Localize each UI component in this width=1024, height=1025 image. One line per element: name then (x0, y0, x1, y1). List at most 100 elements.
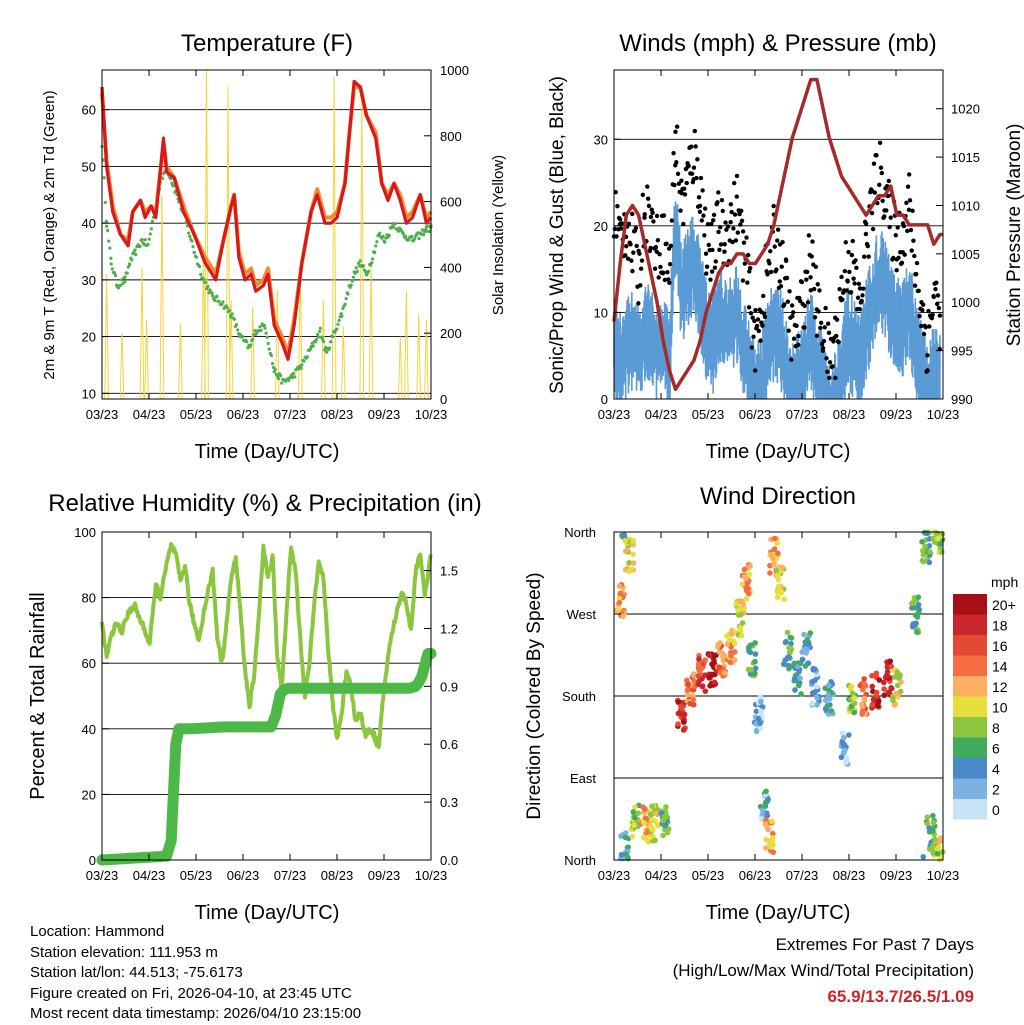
temperature-y-tick-label: 40 (82, 216, 96, 231)
wind-direction-point (811, 666, 818, 672)
wind-gust-point (895, 225, 900, 230)
wind-direction-point (746, 571, 753, 578)
wind-gust-point (906, 172, 912, 177)
wind-direction-point (622, 830, 629, 836)
dewpoint-point (315, 332, 320, 337)
legend-label: 16 (992, 638, 1008, 654)
wind-gust-point (833, 375, 838, 381)
wind-gust-point (716, 190, 721, 195)
wind-direction-point (759, 807, 766, 813)
dewpoint-point (317, 335, 321, 339)
wind-direction-point (640, 819, 647, 826)
temperature-y-tick-label: 50 (82, 159, 96, 174)
wind-gust-point (624, 244, 629, 249)
wind-direction-point (807, 630, 814, 636)
wind-direction-point (632, 804, 638, 810)
wind-direction-point (757, 720, 763, 726)
wind-direction-y-tick-label: East (570, 771, 596, 786)
wind-gust-point (808, 288, 813, 293)
wind-direction-point (625, 855, 631, 862)
wind-direction-point (891, 702, 898, 708)
wind-direction-point (770, 835, 776, 841)
legend-label: 2 (992, 782, 1000, 798)
wind-gust-point (648, 245, 653, 251)
dewpoint-point (138, 244, 142, 248)
humidity-ylabel: Percent & Total Rainfall (27, 592, 49, 800)
wind-gust-point (613, 189, 618, 195)
wind-gust-point (866, 254, 871, 259)
legend-swatch (953, 655, 987, 676)
dewpoint-point (350, 279, 354, 283)
wind-gust-point (909, 248, 914, 253)
wind-direction-point (805, 641, 812, 648)
dewpoint-point (351, 275, 355, 279)
winds-x-tick-label: 06/23 (739, 407, 772, 422)
dewpoint-point (104, 219, 108, 223)
wind-direction-point (640, 834, 647, 841)
wind-gust-point (811, 286, 817, 292)
wind-gust-point (739, 218, 745, 223)
wind-direction-point (662, 822, 669, 829)
wind-direction-point (923, 530, 930, 537)
winds-x-tick-label: 09/23 (880, 407, 913, 422)
wind-direction-point (802, 663, 809, 669)
dewpoint-point (105, 224, 109, 228)
wind-direction-point (739, 620, 746, 626)
wind-gust-point (732, 212, 738, 217)
wind-gust-point (662, 277, 668, 283)
wind-gust-point (646, 203, 652, 209)
station-location: Location: Hammond (30, 923, 165, 940)
wind-gust-point (656, 275, 661, 280)
humidity-y-tick-label-right: 0.9 (440, 679, 458, 694)
wind-direction-x-tick-label: 06/23 (739, 868, 772, 883)
dewpoint-point (230, 312, 234, 316)
dewpoint-point (292, 371, 296, 375)
wind-direction-point (652, 810, 659, 817)
wind-gust-point (926, 308, 931, 314)
wind-direction-point (775, 577, 782, 583)
wind-direction-point (912, 612, 919, 619)
wind-direction-x-tick-label: 10/23 (927, 868, 960, 883)
wind-direction-point (696, 656, 702, 662)
legend-label: 4 (992, 761, 1000, 777)
wind-gust-point (905, 228, 910, 234)
wind-direction-point (851, 709, 857, 716)
dewpoint-point (361, 264, 366, 268)
wind-gust-point (784, 275, 790, 281)
wind-gust-point (746, 305, 752, 310)
wind-direction-point (893, 690, 899, 697)
wind-direction-point (687, 700, 693, 707)
wind-gust-point (657, 251, 662, 257)
wind-gust-point (696, 195, 702, 200)
wind-gust-point (711, 218, 716, 223)
wind-direction-point (934, 850, 941, 857)
wind-direction-point (803, 650, 810, 656)
temperature-xlabel: Time (Day/UTC) (195, 441, 340, 463)
wind-direction-point (935, 844, 942, 850)
dewpoint-point (221, 300, 225, 304)
wind-direction-point (881, 692, 888, 699)
wind-gust-point (719, 197, 725, 203)
dewpoint-point (335, 327, 339, 331)
wind-direction-point (757, 725, 764, 732)
wind-direction-point (724, 641, 731, 648)
wind-gust-point (630, 211, 635, 217)
legend-swatch (953, 799, 987, 820)
dewpoint-point (210, 291, 214, 295)
wind-direction-point (786, 644, 792, 651)
wind-direction-point (786, 665, 792, 672)
wind-gust-point (794, 323, 799, 328)
dewpoint-point (344, 297, 348, 301)
wind-direction-point (654, 822, 661, 829)
wind-direction-xlabel: Time (Day/UTC) (706, 902, 851, 924)
wind-direction-point (661, 813, 668, 820)
wind-direction-point (791, 660, 798, 667)
wind-direction-point (798, 691, 804, 697)
dewpoint-point (305, 355, 309, 359)
wind-gust-point (907, 198, 913, 203)
wind-direction-point (731, 640, 738, 647)
wind-gust-point (787, 289, 792, 294)
temperature-plot-frame (101, 69, 432, 400)
wind-direction-point (774, 594, 781, 601)
station-latlon: Station lat/lon: 44.513; -75.6173 (30, 964, 243, 981)
